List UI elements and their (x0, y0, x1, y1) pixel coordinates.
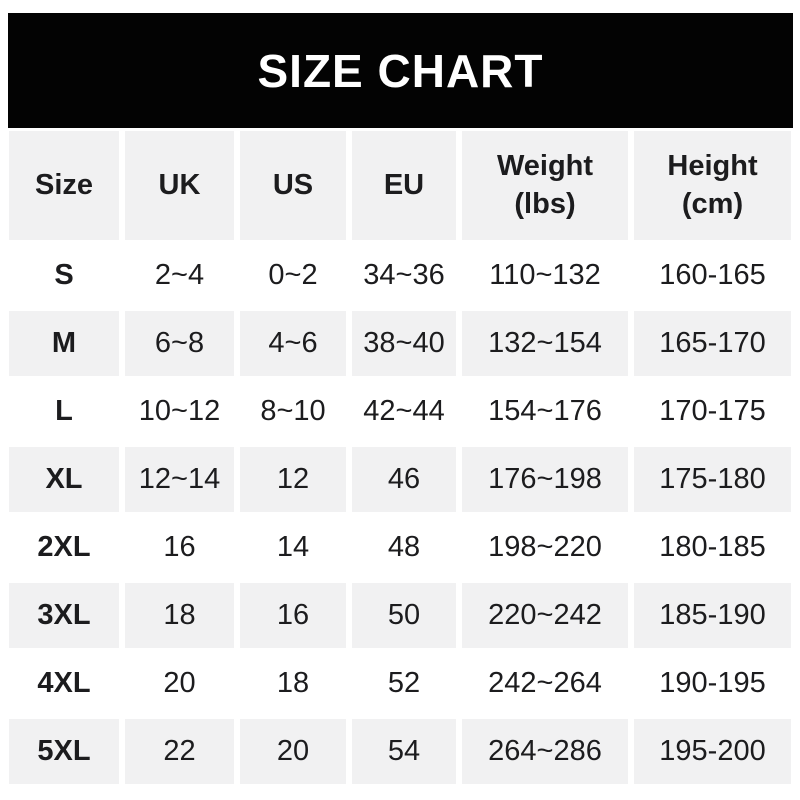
table-cell: 176~198 (462, 447, 628, 512)
table-row-l: L 10~12 8~10 42~44 154~176 170-175 (9, 379, 791, 444)
table-cell: 50 (352, 583, 456, 648)
table-cell: 242~264 (462, 651, 628, 716)
table-cell: 190-195 (634, 651, 791, 716)
table-row-5xl: 5XL 22 20 54 264~286 195-200 (9, 719, 791, 784)
column-header-eu: EU (352, 131, 456, 240)
table-cell: 54 (352, 719, 456, 784)
table-cell: 20 (240, 719, 346, 784)
table-cell: 18 (125, 583, 234, 648)
column-header-size: Size (9, 131, 119, 240)
row-label: 2XL (9, 515, 119, 580)
column-header-height: Height (cm) (634, 131, 791, 240)
table-cell: 8~10 (240, 379, 346, 444)
table-cell: 52 (352, 651, 456, 716)
table-row-2xl: 2XL 16 14 48 198~220 180-185 (9, 515, 791, 580)
table-cell: 185-190 (634, 583, 791, 648)
size-chart-page: SIZE CHART Size UK US EU Weight (lbs) He… (0, 13, 800, 800)
table-cell: 0~2 (240, 243, 346, 308)
table-cell: 264~286 (462, 719, 628, 784)
table-cell: 48 (352, 515, 456, 580)
table-cell: 170-175 (634, 379, 791, 444)
table-row-s: S 2~4 0~2 34~36 110~132 160-165 (9, 243, 791, 308)
table-cell: 20 (125, 651, 234, 716)
column-header-uk: UK (125, 131, 234, 240)
table-row-4xl: 4XL 20 18 52 242~264 190-195 (9, 651, 791, 716)
table-cell: 10~12 (125, 379, 234, 444)
table-cell: 16 (125, 515, 234, 580)
table-cell: 38~40 (352, 311, 456, 376)
table-row-3xl: 3XL 18 16 50 220~242 185-190 (9, 583, 791, 648)
table-row-xl: XL 12~14 12 46 176~198 175-180 (9, 447, 791, 512)
table-cell: 2~4 (125, 243, 234, 308)
table-cell: 154~176 (462, 379, 628, 444)
table-cell: 160-165 (634, 243, 791, 308)
size-chart-banner: SIZE CHART (8, 13, 793, 128)
row-label: 4XL (9, 651, 119, 716)
row-label: 5XL (9, 719, 119, 784)
table-cell: 4~6 (240, 311, 346, 376)
page-title: SIZE CHART (257, 44, 544, 97)
table-cell: 110~132 (462, 243, 628, 308)
table-cell: 34~36 (352, 243, 456, 308)
table-cell: 18 (240, 651, 346, 716)
table-cell: 165-170 (634, 311, 791, 376)
row-label: M (9, 311, 119, 376)
table-cell: 16 (240, 583, 346, 648)
table-row-m: M 6~8 4~6 38~40 132~154 165-170 (9, 311, 791, 376)
table-cell: 180-185 (634, 515, 791, 580)
header-row: Size UK US EU Weight (lbs) Height (cm) (9, 131, 791, 240)
size-table-header: Size UK US EU Weight (lbs) Height (cm) (9, 131, 791, 240)
table-cell: 198~220 (462, 515, 628, 580)
table-cell: 175-180 (634, 447, 791, 512)
column-header-weight: Weight (lbs) (462, 131, 628, 240)
table-cell: 12 (240, 447, 346, 512)
table-cell: 220~242 (462, 583, 628, 648)
table-cell: 132~154 (462, 311, 628, 376)
table-cell: 22 (125, 719, 234, 784)
row-label: XL (9, 447, 119, 512)
table-cell: 42~44 (352, 379, 456, 444)
table-cell: 6~8 (125, 311, 234, 376)
row-label: L (9, 379, 119, 444)
table-cell: 14 (240, 515, 346, 580)
table-cell: 46 (352, 447, 456, 512)
table-cell: 195-200 (634, 719, 791, 784)
column-header-us: US (240, 131, 346, 240)
row-label: S (9, 243, 119, 308)
size-table: Size UK US EU Weight (lbs) Height (cm) S… (3, 128, 797, 787)
row-label: 3XL (9, 583, 119, 648)
table-cell: 12~14 (125, 447, 234, 512)
size-table-body: S 2~4 0~2 34~36 110~132 160-165 M 6~8 4~… (9, 243, 791, 784)
